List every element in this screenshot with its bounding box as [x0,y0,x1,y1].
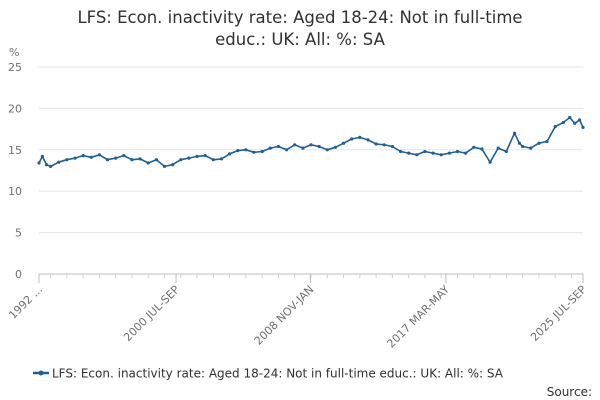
data-point[interactable] [228,152,232,156]
data-point[interactable] [285,148,289,152]
data-point[interactable] [309,143,313,147]
data-point[interactable] [122,154,126,158]
data-point[interactable] [89,155,93,159]
data-point[interactable] [293,143,297,147]
data-point[interactable] [472,145,476,149]
data-point[interactable] [521,144,525,149]
x-tick-label: 1992 ... [6,283,45,322]
data-point[interactable] [568,115,572,120]
data-point[interactable] [65,158,69,162]
data-point[interactable] [496,146,500,150]
data-point[interactable] [342,141,346,145]
data-point[interactable] [325,148,329,152]
data-point[interactable] [537,141,541,145]
data-point[interactable] [211,158,215,162]
y-tick-label: 0 [15,268,22,281]
data-point[interactable] [431,151,435,155]
data-point[interactable] [268,146,272,150]
data-point[interactable] [350,137,354,141]
data-point[interactable] [252,150,256,154]
data-point[interactable] [517,141,522,145]
data-point[interactable] [130,158,134,162]
data-point[interactable] [439,153,443,157]
data-point[interactable] [203,154,207,158]
y-tick-label: 10 [8,185,22,198]
data-point[interactable] [276,144,280,149]
data-point[interactable] [455,149,460,154]
source-label: Source: [547,385,592,399]
data-point[interactable] [488,160,492,164]
series-layer [37,115,585,168]
data-point[interactable] [73,156,77,160]
data-point[interactable] [146,161,150,165]
data-point[interactable] [390,144,394,149]
data-point[interactable] [171,163,175,167]
data-point[interactable] [105,158,110,162]
y-tick-label: 25 [8,61,22,74]
y-tick-label: 5 [15,227,22,240]
legend-marker-swatch [38,370,44,376]
data-point[interactable] [138,157,142,161]
data-point[interactable] [37,161,41,165]
data-point[interactable] [244,148,248,152]
legend-label: LFS: Econ. inactivity rate: Aged 18-24: … [52,367,504,381]
legend[interactable]: LFS: Econ. inactivity rate: Aged 18-24: … [33,367,504,381]
data-point[interactable] [333,145,337,149]
data-point[interactable] [447,151,451,155]
data-point[interactable] [219,157,224,161]
x-axis: 1992 ... 2000 JUL-SEP 2008 NOV-JAN 2017 MAR… [6,274,589,351]
x-tick-label: 2000 JUL-SEP [121,283,182,344]
data-point[interactable] [407,151,411,155]
chart-title-line-2: educ.: UK: All: %: SA [215,30,385,49]
data-point[interactable] [358,135,362,139]
data-point[interactable] [382,143,386,147]
x-tick-label: 2008 NOV-JAN [252,283,317,348]
data-point[interactable] [374,142,378,146]
data-point[interactable] [97,153,101,157]
series-line[interactable] [38,116,584,168]
data-point[interactable] [260,149,264,154]
chart-title-line-1: LFS: Econ. inactivity rate: Aged 18-24: … [77,8,522,27]
x-tick-label: 2017 MAR-MAY [384,283,452,351]
data-point[interactable] [44,163,49,167]
data-point[interactable] [504,149,508,154]
data-point[interactable] [578,118,582,122]
data-point[interactable] [195,154,199,158]
data-point[interactable] [301,146,305,150]
data-point[interactable] [317,144,321,149]
data-point[interactable] [162,164,167,168]
data-point[interactable] [236,149,240,153]
data-point[interactable] [545,139,549,144]
data-point[interactable] [154,158,158,162]
data-point[interactable] [49,164,53,168]
data-point[interactable] [187,156,191,160]
data-point[interactable] [529,146,533,150]
x-tick-label: 2025 JUL-SEP [528,283,589,344]
y-axis: 0 5 10 15 20 25 [8,61,22,281]
data-point[interactable] [415,153,419,157]
data-point[interactable] [179,158,183,162]
data-point[interactable] [464,151,468,155]
gridlines [39,66,583,275]
y-axis-label: % [9,46,19,59]
data-point[interactable] [581,125,585,129]
data-point[interactable] [561,120,565,125]
data-point[interactable] [81,154,85,158]
y-tick-label: 20 [8,102,22,115]
data-point[interactable] [512,131,517,135]
data-point[interactable] [573,121,577,125]
data-point[interactable] [398,149,403,154]
data-point[interactable] [423,149,427,154]
data-point[interactable] [553,125,557,129]
data-point[interactable] [366,138,370,142]
y-tick-label: 15 [8,144,22,157]
data-point[interactable] [57,160,61,164]
data-point[interactable] [114,156,118,160]
data-point[interactable] [40,154,45,158]
data-point[interactable] [480,147,484,151]
